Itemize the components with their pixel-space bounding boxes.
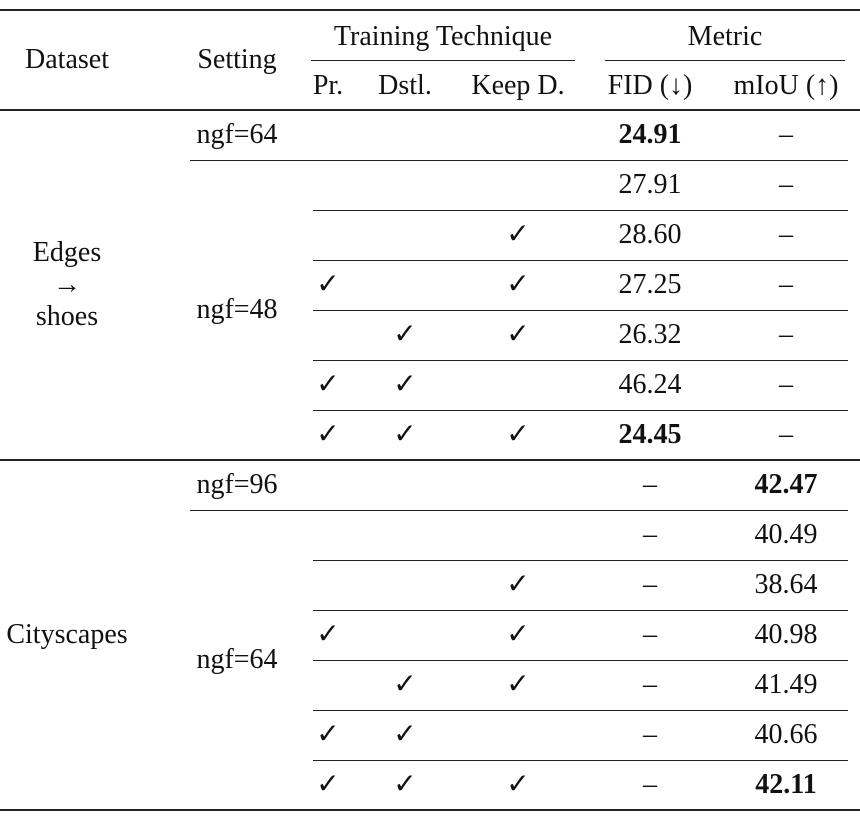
check-cell: ✓	[393, 719, 417, 750]
metric-cell: 27.25	[618, 269, 682, 300]
dataset-label: shoes	[35, 301, 99, 332]
metric-cell: –	[779, 319, 793, 350]
metric-cell: 42.11	[755, 769, 817, 800]
metric-cell: 24.91	[618, 119, 682, 150]
group-rule	[605, 60, 845, 61]
check-cell: ✓	[316, 269, 340, 300]
metric-cell: 41.49	[754, 669, 818, 700]
header-group: Training Technique	[333, 21, 553, 52]
metric-cell: –	[779, 169, 793, 200]
check-cell: ✓	[393, 369, 417, 400]
setting-label: ngf=96	[196, 469, 278, 500]
column-header: Dstl.	[378, 70, 432, 101]
rule	[190, 510, 848, 511]
rule	[0, 459, 860, 461]
metric-cell: –	[643, 769, 657, 800]
rule	[313, 360, 848, 361]
check-cell: ✓	[393, 669, 417, 700]
header-cell: Dataset	[25, 44, 109, 75]
check-cell: ✓	[506, 419, 530, 450]
setting-label: ngf=48	[196, 294, 278, 325]
metric-cell: 46.24	[618, 369, 682, 400]
setting-label: ngf=64	[196, 119, 278, 150]
rule	[0, 809, 860, 811]
metric-cell: 40.66	[754, 719, 818, 750]
metric-cell: –	[643, 719, 657, 750]
rule	[313, 410, 848, 411]
check-cell: ✓	[393, 769, 417, 800]
metric-cell: –	[643, 669, 657, 700]
check-cell: ✓	[506, 269, 530, 300]
check-cell: ✓	[316, 369, 340, 400]
check-cell: ✓	[506, 319, 530, 350]
metric-cell: 26.32	[618, 319, 682, 350]
rule	[313, 710, 848, 711]
metric-cell: –	[643, 519, 657, 550]
check-cell: ✓	[506, 219, 530, 250]
rule	[313, 560, 848, 561]
metric-cell: 28.60	[618, 219, 682, 250]
metric-cell: –	[779, 419, 793, 450]
metric-cell: 42.47	[754, 469, 818, 500]
rule	[313, 610, 848, 611]
metric-cell: –	[779, 269, 793, 300]
rule	[313, 310, 848, 311]
metric-cell: –	[643, 569, 657, 600]
check-cell: ✓	[316, 769, 340, 800]
column-header: FID (↓)	[607, 70, 693, 101]
metric-cell: –	[779, 369, 793, 400]
setting-label: ngf=64	[196, 644, 278, 675]
metric-cell: 24.45	[618, 419, 682, 450]
metric-cell: –	[643, 619, 657, 650]
metric-cell: 38.64	[754, 569, 818, 600]
rule	[313, 760, 848, 761]
dataset-label: Cityscapes	[6, 619, 128, 650]
header-group: Metric	[687, 21, 763, 52]
metric-cell: –	[643, 469, 657, 500]
column-header: Keep D.	[471, 70, 565, 101]
check-cell: ✓	[506, 619, 530, 650]
metric-cell: 40.49	[754, 519, 818, 550]
check-cell: ✓	[316, 419, 340, 450]
group-rule	[311, 60, 575, 61]
metric-cell: –	[779, 119, 793, 150]
metric-cell: –	[779, 219, 793, 250]
header-cell: Setting	[197, 44, 277, 75]
check-cell: ✓	[316, 719, 340, 750]
check-cell: ✓	[506, 769, 530, 800]
rule	[313, 260, 848, 261]
check-cell: ✓	[506, 569, 530, 600]
column-header: mIoU (↑)	[733, 70, 839, 101]
metric-cell: 40.98	[754, 619, 818, 650]
rule	[313, 660, 848, 661]
top-rule	[0, 9, 860, 11]
metric-cell: 27.91	[618, 169, 682, 200]
dataset-label: Edges	[32, 237, 102, 268]
column-header: Pr.	[312, 70, 344, 101]
header-rule	[0, 109, 860, 111]
check-cell: ✓	[506, 669, 530, 700]
check-cell: ✓	[393, 419, 417, 450]
check-cell: ✓	[316, 619, 340, 650]
rule	[313, 210, 848, 211]
check-cell: ✓	[393, 319, 417, 350]
dataset-label: →	[53, 269, 81, 300]
rule	[190, 160, 848, 161]
